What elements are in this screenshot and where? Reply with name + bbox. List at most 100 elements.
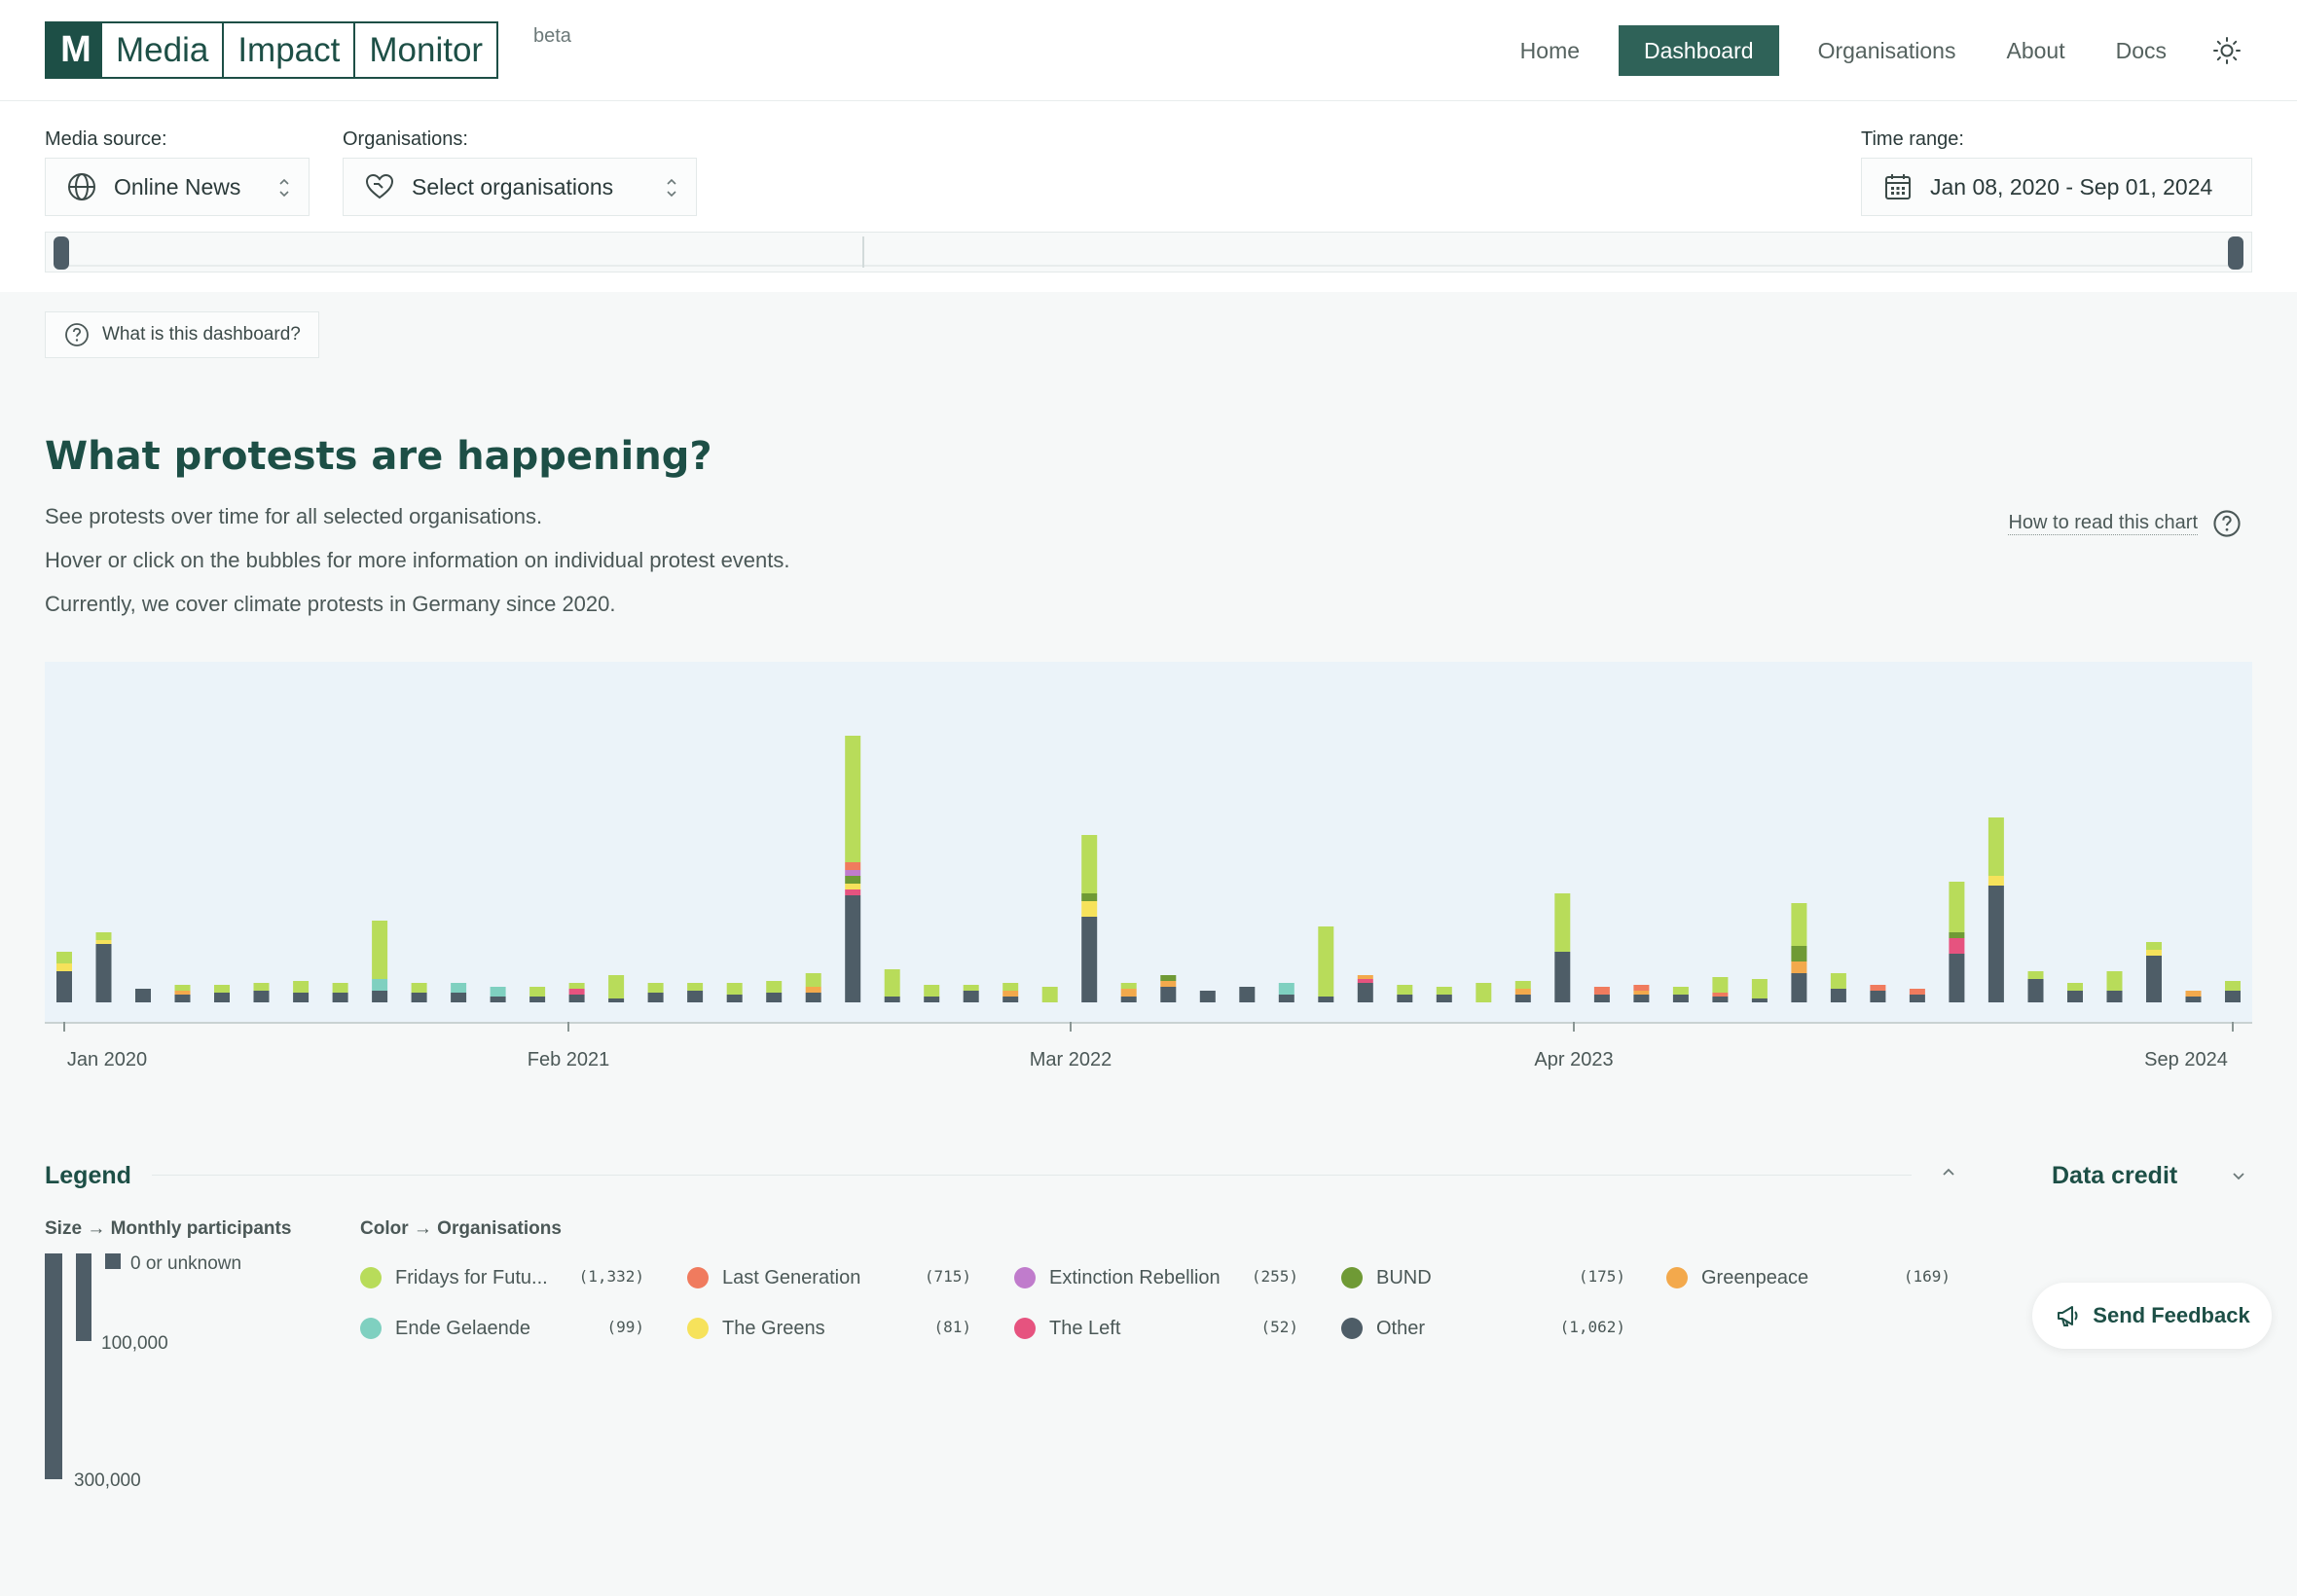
bar-segment[interactable] xyxy=(726,983,743,995)
bar-segment[interactable] xyxy=(647,983,664,993)
bar-segment[interactable] xyxy=(1909,989,1925,995)
send-feedback-button[interactable]: Send Feedback xyxy=(2032,1283,2272,1349)
bar-segment[interactable] xyxy=(1397,985,1413,995)
org-legend-item[interactable]: Extinction Rebellion (255) xyxy=(1014,1263,1306,1292)
bar-segment[interactable] xyxy=(608,975,625,998)
bar-segment[interactable] xyxy=(805,993,821,1002)
bar-segment[interactable] xyxy=(884,969,900,997)
bar-segment[interactable] xyxy=(1672,995,1689,1002)
bar-segment[interactable] xyxy=(1436,995,1452,1002)
bar-segment[interactable] xyxy=(647,993,664,1002)
bar-segment[interactable] xyxy=(1987,817,2004,876)
bar-segment[interactable] xyxy=(1712,993,1729,997)
bar-segment[interactable] xyxy=(135,989,151,1002)
bar-segment[interactable] xyxy=(529,997,546,1002)
logo[interactable]: M Media Impact Monitor xyxy=(45,21,499,79)
bar-segment[interactable] xyxy=(490,997,506,1002)
what-is-dashboard-button[interactable]: What is this dashboard? xyxy=(45,311,319,358)
bar-segment[interactable] xyxy=(2106,991,2123,1002)
bar-segment[interactable] xyxy=(2067,991,2083,1002)
nav-home[interactable]: Home xyxy=(1519,37,1581,63)
bar-segment[interactable] xyxy=(56,952,72,963)
bar-segment[interactable] xyxy=(1870,991,1886,1002)
bar-segment[interactable] xyxy=(766,981,783,993)
bar-segment[interactable] xyxy=(845,862,861,870)
bar-segment[interactable] xyxy=(924,997,940,1002)
org-legend-item[interactable]: Last Generation (715) xyxy=(687,1263,979,1292)
media-source-select[interactable]: Online News xyxy=(45,158,310,216)
bar-segment[interactable] xyxy=(1514,995,1531,1002)
bar-segment[interactable] xyxy=(2146,950,2162,956)
nav-docs[interactable]: Docs xyxy=(2115,37,2167,63)
bar-segment[interactable] xyxy=(56,971,72,1002)
org-legend-item[interactable]: Greenpeace (169) xyxy=(1666,1263,1958,1292)
bar-segment[interactable] xyxy=(95,932,112,940)
bar-segment[interactable] xyxy=(293,993,310,1002)
bar-segment[interactable] xyxy=(1239,987,1256,1002)
org-legend-item[interactable]: Fridays for Futu... (1,332) xyxy=(360,1263,652,1292)
bar-segment[interactable] xyxy=(2027,979,2044,1002)
bar-segment[interactable] xyxy=(1160,987,1177,1002)
time-range-picker[interactable]: Jan 08, 2020 - Sep 01, 2024 xyxy=(1861,158,2252,216)
time-range-slider[interactable] xyxy=(45,232,2252,272)
bar-segment[interactable] xyxy=(1593,987,1610,995)
org-legend-item[interactable]: The Left (52) xyxy=(1014,1314,1306,1343)
bar-segment[interactable] xyxy=(411,993,427,1002)
bar-segment[interactable] xyxy=(1909,995,1925,1002)
bar-segment[interactable] xyxy=(1870,985,1886,991)
bar-segment[interactable] xyxy=(845,870,861,876)
bar-segment[interactable] xyxy=(174,995,191,1002)
bar-segment[interactable] xyxy=(1791,946,1807,961)
bar-segment[interactable] xyxy=(1633,995,1650,1002)
bar-segment[interactable] xyxy=(1397,995,1413,1002)
bar-segment[interactable] xyxy=(608,998,625,1002)
bar-segment[interactable] xyxy=(1949,932,1965,938)
bar-segment[interactable] xyxy=(1712,997,1729,1002)
nav-about[interactable]: About xyxy=(2006,37,2065,63)
bar-segment[interactable] xyxy=(845,736,861,862)
bar-segment[interactable] xyxy=(1514,981,1531,989)
bar-segment[interactable] xyxy=(1081,917,1098,1002)
bar-segment[interactable] xyxy=(95,944,112,1002)
nav-dashboard[interactable]: Dashboard xyxy=(1619,25,1779,76)
bar-segment[interactable] xyxy=(1554,893,1571,952)
bar-segment[interactable] xyxy=(1160,981,1177,987)
bar-segment[interactable] xyxy=(1357,975,1373,979)
bar-segment[interactable] xyxy=(1120,983,1137,989)
bar-segment[interactable] xyxy=(1041,987,1058,1002)
bar-segment[interactable] xyxy=(332,993,348,1002)
bar-segment[interactable] xyxy=(568,995,585,1002)
bar-segment[interactable] xyxy=(1476,983,1492,1002)
bar-segment[interactable] xyxy=(687,991,704,1002)
data-credit-toggle[interactable]: Data credit xyxy=(2052,1162,2178,1189)
bar-segment[interactable] xyxy=(2225,981,2241,991)
bar-segment[interactable] xyxy=(372,991,388,1002)
bar-segment[interactable] xyxy=(174,991,191,995)
bar-segment[interactable] xyxy=(1514,989,1531,995)
bar-segment[interactable] xyxy=(1949,938,1965,954)
bar-segment[interactable] xyxy=(687,983,704,991)
bar-segment[interactable] xyxy=(214,985,230,993)
slider-handle-start[interactable] xyxy=(54,236,69,270)
bar-segment[interactable] xyxy=(451,993,467,1002)
bar-segment[interactable] xyxy=(253,983,270,991)
bar-segment[interactable] xyxy=(1672,987,1689,995)
bar-segment[interactable] xyxy=(1751,979,1768,998)
bar-segment[interactable] xyxy=(2027,971,2044,979)
bar-segment[interactable] xyxy=(1987,876,2004,886)
how-to-read-link[interactable]: How to read this chart xyxy=(2008,508,2242,539)
bar-segment[interactable] xyxy=(1160,975,1177,981)
bar-segment[interactable] xyxy=(1081,901,1098,917)
bar-segment[interactable] xyxy=(2146,942,2162,950)
bar-segment[interactable] xyxy=(1278,983,1294,995)
bar-segment[interactable] xyxy=(1318,926,1334,997)
bar-segment[interactable] xyxy=(1081,893,1098,901)
bar-segment[interactable] xyxy=(1318,997,1334,1002)
bar-segment[interactable] xyxy=(1554,952,1571,1002)
bar-segment[interactable] xyxy=(490,987,506,997)
bar-segment[interactable] xyxy=(568,989,585,995)
bar-segment[interactable] xyxy=(332,983,348,993)
bar-segment[interactable] xyxy=(1987,886,2004,1002)
bar-segment[interactable] xyxy=(1791,903,1807,946)
bar-segment[interactable] xyxy=(1712,977,1729,993)
